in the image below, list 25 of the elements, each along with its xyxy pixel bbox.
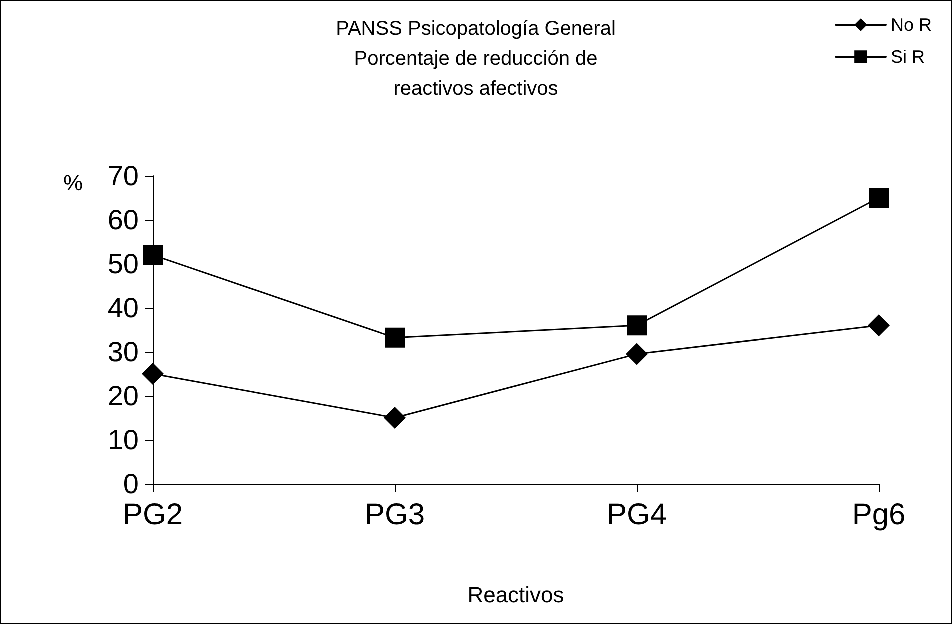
y-tick-label: 0 <box>123 468 139 500</box>
x-axis-title: Reactivos <box>468 582 564 608</box>
y-tick-label: 40 <box>108 292 139 324</box>
point <box>142 363 164 385</box>
x-tick-label: Pg6 <box>852 498 906 532</box>
point <box>869 188 889 208</box>
y-tick-label: 10 <box>108 424 139 456</box>
x-tick-label: PG2 <box>122 498 184 532</box>
x-tick-label: PG4 <box>606 498 668 532</box>
y-tick-label: 70 <box>108 160 139 192</box>
y-tick-label: 20 <box>108 380 139 412</box>
point <box>385 328 405 348</box>
legend-label: Si R <box>890 47 926 67</box>
y-tick-label: 30 <box>108 336 139 368</box>
point <box>384 407 406 429</box>
legend-label: No R <box>890 15 932 35</box>
point <box>868 314 890 337</box>
point <box>143 245 163 266</box>
y-tick-label: 60 <box>108 204 139 236</box>
chart-title: PANSS Psicopatología General Porcentaje de reducción de reactivos afectivos <box>336 18 616 100</box>
y-axis-title: % <box>63 170 83 196</box>
point <box>626 343 648 366</box>
x-tick-label: PG3 <box>364 498 426 532</box>
y-tick-label: 50 <box>108 248 139 280</box>
point <box>627 316 647 336</box>
